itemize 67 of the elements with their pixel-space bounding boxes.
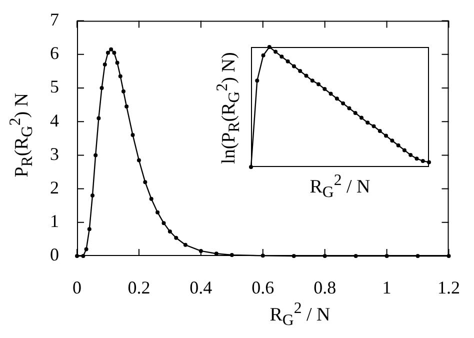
point xyxy=(124,104,129,108)
point xyxy=(420,159,425,163)
point xyxy=(286,59,290,64)
point xyxy=(94,153,98,158)
point xyxy=(390,138,394,143)
point xyxy=(372,124,376,128)
x-tick-label: 0.4 xyxy=(190,278,212,298)
point xyxy=(366,120,370,125)
point xyxy=(109,47,114,52)
point xyxy=(143,180,148,184)
point xyxy=(115,60,120,65)
point xyxy=(149,196,154,201)
point xyxy=(255,78,260,83)
point xyxy=(347,106,352,110)
point xyxy=(121,89,126,94)
point xyxy=(298,69,302,73)
x-tick-label: 0 xyxy=(72,278,82,298)
point xyxy=(106,50,110,55)
x-tick-label: 1.2 xyxy=(438,278,460,298)
point xyxy=(162,221,166,226)
x-tick-label: 0.2 xyxy=(128,278,150,298)
y-tick-label: 1 xyxy=(50,211,59,232)
point xyxy=(87,227,92,232)
point xyxy=(414,156,419,161)
point xyxy=(261,53,266,58)
y-tick-label: 0 xyxy=(50,244,59,265)
point xyxy=(280,54,284,59)
point xyxy=(310,78,314,83)
point xyxy=(328,92,333,96)
point xyxy=(322,87,327,91)
point xyxy=(378,129,382,133)
point xyxy=(402,148,406,152)
point xyxy=(316,82,321,86)
point xyxy=(183,242,188,247)
x-tick-label: 1 xyxy=(382,278,392,298)
point xyxy=(118,74,122,78)
point xyxy=(168,229,172,234)
point xyxy=(353,111,358,115)
point xyxy=(359,116,364,120)
x-axis-title: R$_{G}$$^{2}$ / N xyxy=(308,172,372,202)
point xyxy=(396,143,400,148)
point xyxy=(341,101,346,106)
y-tick-label: 7 xyxy=(50,10,59,30)
point xyxy=(112,50,116,55)
point xyxy=(408,153,413,157)
x-tick-label: 0.8 xyxy=(314,278,336,298)
x-axis-title: R$_{G}$$^{2}$ / N xyxy=(268,300,332,330)
point xyxy=(130,133,135,138)
point xyxy=(384,134,388,138)
point xyxy=(156,210,160,214)
point xyxy=(334,96,339,101)
point xyxy=(102,62,107,66)
point xyxy=(292,64,296,68)
point xyxy=(174,236,178,240)
x-tick-label: 0.6 xyxy=(252,278,274,298)
point xyxy=(100,86,104,90)
point xyxy=(136,158,141,162)
point xyxy=(96,116,101,120)
point xyxy=(84,247,88,252)
y-tick-label: 6 xyxy=(50,43,59,64)
point xyxy=(90,194,94,198)
y-tick-label: 5 xyxy=(50,76,59,97)
y-tick-label: 4 xyxy=(50,110,59,130)
y-tick-label: 3 xyxy=(50,144,59,164)
y-tick-label: 2 xyxy=(50,178,59,198)
point xyxy=(304,74,308,78)
point xyxy=(274,50,278,54)
